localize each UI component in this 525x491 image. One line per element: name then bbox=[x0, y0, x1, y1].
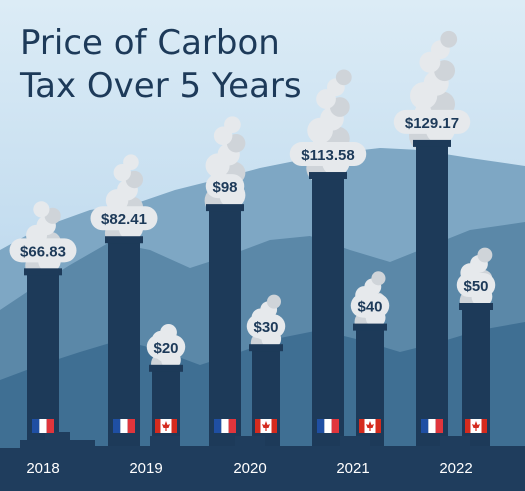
chimney-cap-canada-4 bbox=[459, 303, 493, 310]
value-label-canada-4: $50 bbox=[463, 278, 488, 295]
year-layer: 2018 2019 2020 2021 2022 bbox=[26, 460, 472, 477]
value-label-bg-canada-1 bbox=[146, 334, 186, 359]
chimney-cap-france-3 bbox=[309, 172, 347, 180]
year-label-2018: 2018 bbox=[26, 460, 59, 477]
value-label-bg-france-4 bbox=[393, 109, 471, 134]
france-flag-icon bbox=[32, 419, 54, 433]
chimney-cap-canada-1 bbox=[149, 364, 183, 372]
chimney-france-4 bbox=[416, 143, 448, 451]
chimney-cap-canada-2 bbox=[249, 344, 283, 352]
value-label-france-1: $82.41 bbox=[101, 211, 147, 228]
smoke-puff bbox=[371, 271, 386, 286]
value-label-france-4: $129.17 bbox=[405, 115, 459, 132]
value-label-bg-canada-4 bbox=[456, 273, 496, 297]
chimney-cap-france-4 bbox=[413, 139, 451, 147]
france-flag-icon bbox=[421, 419, 443, 433]
value-label-canada-2: $30 bbox=[253, 319, 278, 336]
smoke-puff bbox=[266, 294, 281, 309]
flag-layer bbox=[32, 419, 487, 433]
canada-flag-icon bbox=[155, 419, 177, 433]
chimney-france-2 bbox=[209, 208, 241, 450]
chimney-cap-france-1 bbox=[105, 236, 143, 244]
chimney-france-3 bbox=[312, 176, 344, 450]
smoke-puff bbox=[224, 116, 241, 134]
year-label-2019: 2019 bbox=[129, 460, 162, 477]
value-label-france-0: $66.83 bbox=[20, 243, 66, 260]
value-label-bg-france-0 bbox=[9, 238, 77, 263]
canada-flag-icon bbox=[359, 419, 381, 433]
france-flag-icon bbox=[317, 419, 339, 433]
smoke-puff bbox=[440, 30, 458, 48]
value-label-france-2: $98 bbox=[212, 179, 237, 196]
chimney-cap-canada-3 bbox=[353, 323, 387, 331]
year-label-2022: 2022 bbox=[439, 460, 472, 477]
smoke-puff bbox=[123, 154, 139, 171]
canada-flag-icon bbox=[465, 419, 487, 433]
value-label-bg-france-3 bbox=[289, 142, 367, 167]
chart-title-line-2: Tax Over 5 Years bbox=[19, 66, 302, 106]
smoke-puff bbox=[477, 247, 493, 263]
value-label-bg-france-1 bbox=[90, 206, 158, 231]
label-layer: $66.83 $82.41 $20 $98 $30 $113.58 $40 $129.17 $5… bbox=[9, 109, 496, 359]
value-label-bg-canada-3 bbox=[350, 293, 390, 318]
ground-silhouette bbox=[0, 432, 525, 491]
value-label-bg-france-2 bbox=[205, 174, 245, 199]
chart-title-line-1: Price of Carbon bbox=[20, 23, 280, 63]
value-label-canada-3: $40 bbox=[357, 299, 382, 316]
value-label-bg-canada-2 bbox=[246, 314, 286, 339]
chimney-canada-2 bbox=[252, 348, 280, 450]
france-flag-icon bbox=[214, 419, 236, 433]
chimney-france-1 bbox=[108, 240, 140, 450]
year-label-2020: 2020 bbox=[233, 460, 266, 477]
value-label-france-3: $113.58 bbox=[301, 147, 354, 164]
year-label-2021: 2021 bbox=[336, 460, 369, 477]
france-flag-icon bbox=[113, 419, 135, 433]
chimney-cap-france-2 bbox=[206, 204, 244, 212]
chimney-cap-france-0 bbox=[24, 268, 62, 276]
canada-flag-icon bbox=[255, 419, 277, 433]
smoke-puff bbox=[33, 201, 50, 218]
value-label-canada-1: $20 bbox=[153, 340, 178, 357]
smoke-puff bbox=[335, 69, 352, 86]
